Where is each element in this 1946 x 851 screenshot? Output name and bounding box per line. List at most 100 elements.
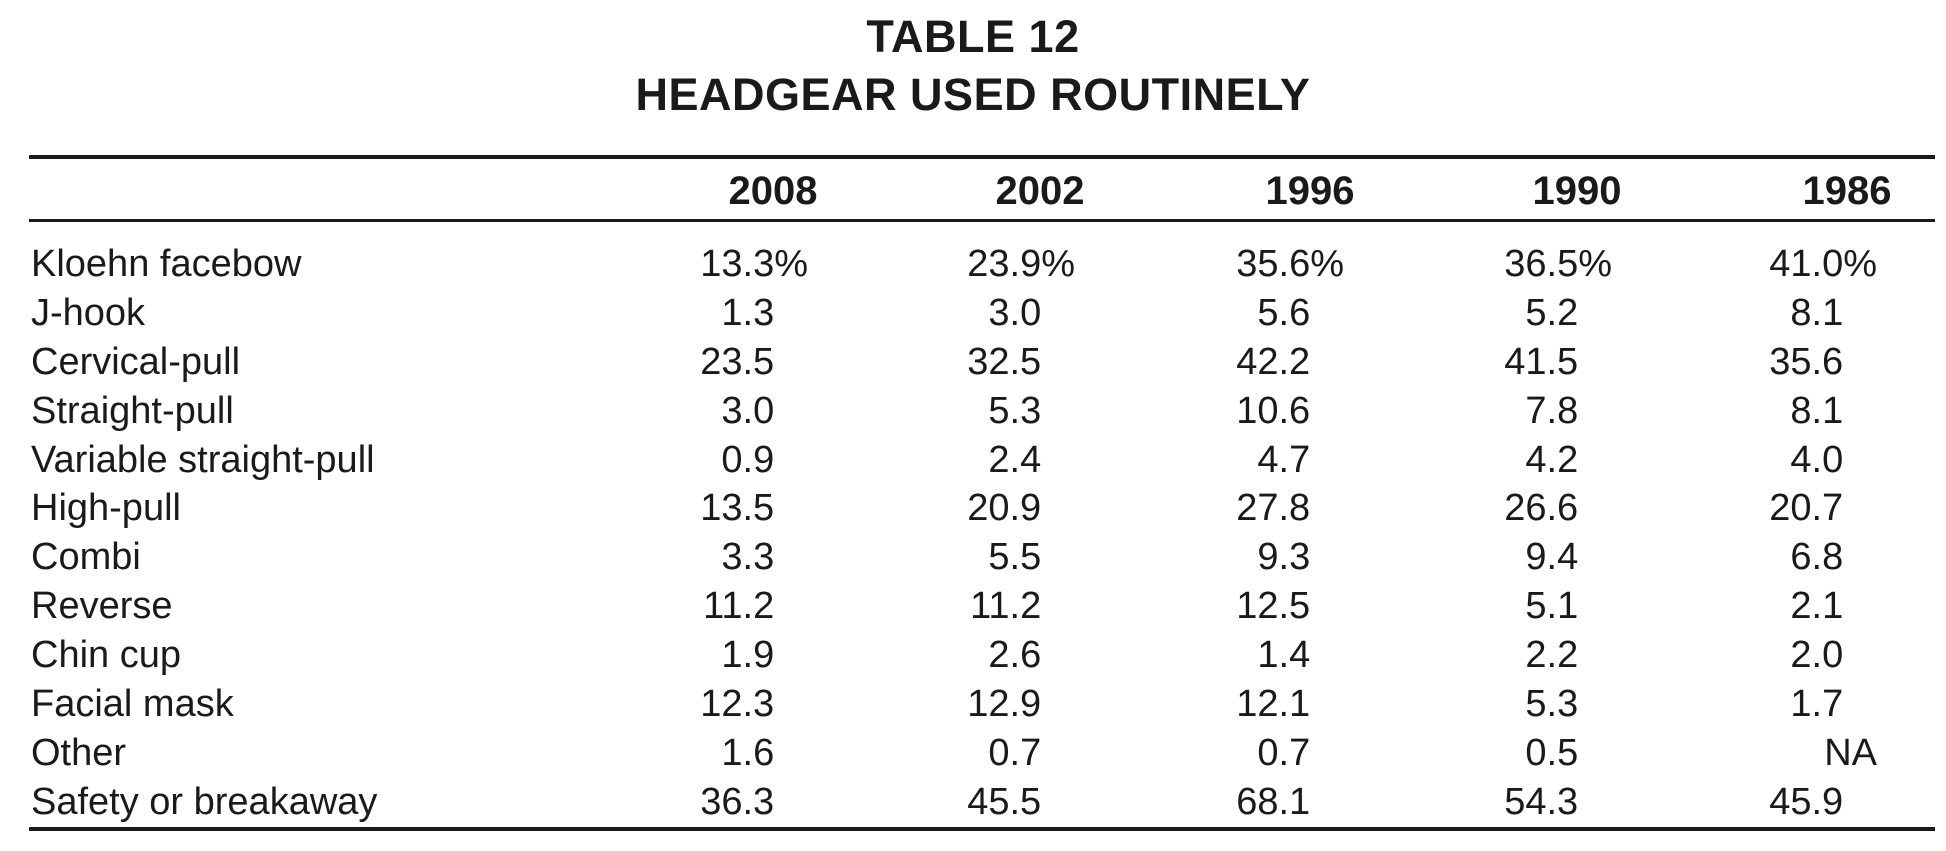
table-cell: 5.5% [988, 533, 1075, 581]
cell-value: 2.4 [988, 438, 1042, 481]
cell-value: 20.7 [1769, 487, 1844, 530]
table-cell: 3.0% [721, 387, 808, 435]
cell-value: 1.6 [721, 731, 775, 774]
cell-value: 5.3 [988, 389, 1042, 432]
table-cell: 6.8% [1790, 533, 1877, 581]
header-rule [29, 219, 1935, 222]
cell-value: 5.3 [1525, 683, 1579, 726]
table-cell: 4.2% [1525, 436, 1612, 484]
cell-value: 5.1 [1525, 585, 1579, 628]
table-cell: 1.3% [721, 289, 808, 337]
table-cell: 5.1% [1525, 582, 1612, 630]
row-label: High-pull [31, 487, 181, 530]
cell-value: 9.3 [1257, 536, 1311, 579]
cell-value: 8.1 [1790, 291, 1844, 334]
cell-value: 12.9 [967, 683, 1042, 726]
table-row: Facial mask 12.3% 12.9% 12.1% 5.3% 1.7% [0, 680, 1946, 729]
table-cell: 68.1% [1236, 778, 1344, 826]
top-rule [29, 155, 1935, 159]
table-row: Safety or breakaway 36.3% 45.5% 68.1% 54.3% 4… [0, 778, 1946, 827]
table-cell: 2.0% [1790, 631, 1877, 679]
cell-value: 41.0% [1769, 243, 1877, 285]
table-cell: 9.3% [1257, 533, 1344, 581]
cell-value: 4.2 [1525, 438, 1579, 481]
row-label: Straight-pull [31, 389, 234, 432]
cell-value: 2.2 [1525, 634, 1579, 677]
table-cell: 9.4% [1525, 533, 1612, 581]
cell-value: 7.8 [1525, 389, 1579, 432]
table-cell: 27.8% [1236, 484, 1344, 532]
table-row: J-hook 1.3% 3.0% 5.6% 5.2% 8.1% [0, 289, 1946, 338]
table-cell: 1.6% [721, 729, 808, 777]
column-header-2002: 2002 [995, 169, 1085, 213]
cell-value: 6.8 [1790, 536, 1844, 579]
cell-value: 23.5 [700, 340, 775, 383]
row-label: Kloehn facebow [31, 243, 302, 285]
table-cell: 35.6% [1236, 240, 1344, 288]
cell-value: 12.3 [700, 683, 775, 726]
table-cell: 54.3% [1504, 778, 1612, 826]
table-cell: NA [1824, 729, 1877, 777]
table-cell: 35.6% [1769, 338, 1877, 386]
column-header-row: 2008 2002 1996 1990 1986 [0, 166, 1946, 216]
table-cell: 0.9% [721, 436, 808, 484]
table-row: Straight-pull 3.0% 5.3% 10.6% 7.8% 8.1% [0, 387, 1946, 436]
row-label: Facial mask [31, 683, 234, 726]
table-cell: 32.5% [967, 338, 1075, 386]
row-label: Safety or breakaway [31, 780, 378, 823]
cell-value: 2.1 [1790, 585, 1844, 628]
row-label: Reverse [31, 585, 173, 628]
table-row: Variable straight-pull0.9%2.4%4.7%4.2%4.… [0, 436, 1946, 485]
table-cell: 13.3% [700, 240, 808, 288]
cell-value: 5.2 [1525, 291, 1579, 334]
column-header-2008: 2008 [728, 169, 818, 213]
cell-value: 4.0 [1790, 438, 1844, 481]
row-label: Other [31, 731, 127, 774]
table-row: Other 1.6% 0.7% 0.7% 0.5% NA [0, 729, 1946, 778]
table-cell: 12.1% [1236, 680, 1344, 728]
table-cell: 0.7% [988, 729, 1075, 777]
table-row: Chin cup 1.9% 2.6% 1.4% 2.2% 2.0% [0, 631, 1946, 680]
table-cell: 11.2% [970, 582, 1075, 630]
table-cell: 41.5% [1504, 338, 1612, 386]
cell-value: 23.9% [967, 243, 1075, 285]
cell-value: 5.5 [988, 536, 1042, 579]
table-row: High-pull 13.5% 20.9% 27.8% 26.6% 20.7% [0, 484, 1946, 533]
cell-value: 13.5 [700, 487, 775, 530]
cell-value: 2.0 [1790, 634, 1844, 677]
cell-value: 12.5 [1236, 585, 1311, 628]
table-cell: 2.2% [1525, 631, 1612, 679]
cell-value: 1.3 [721, 291, 775, 334]
cell-value: 45.9 [1769, 780, 1844, 823]
cell-value: 9.4 [1525, 536, 1579, 579]
table-number: TABLE 12 [866, 11, 1080, 62]
table-cell: 45.5% [967, 778, 1075, 826]
cell-value: 5.6 [1257, 291, 1311, 334]
table-cell: 5.2% [1525, 289, 1612, 337]
table-cell: 20.9% [967, 484, 1075, 532]
table-cell: 41.0% [1769, 240, 1877, 288]
table-cell: 8.1% [1790, 289, 1877, 337]
column-header-1986: 1986 [1802, 169, 1892, 213]
cell-value: 54.3 [1504, 780, 1579, 823]
table-cell: 2.1% [1790, 582, 1877, 630]
cell-value: 35.6% [1236, 243, 1344, 285]
table-cell: 23.5% [700, 338, 808, 386]
cell-value: 12.1 [1236, 683, 1311, 726]
cell-value: 3.3 [721, 536, 775, 579]
table-cell: 23.9% [967, 240, 1075, 288]
cell-value: 2.6 [988, 634, 1042, 677]
table-cell: 5.6% [1257, 289, 1344, 337]
cell-value: 27.8 [1236, 487, 1311, 530]
table-cell: 10.6% [1236, 387, 1344, 435]
cell-value: 42.2 [1236, 340, 1311, 383]
table-cell: 12.9% [967, 680, 1075, 728]
row-label: Variable straight-pull [31, 438, 375, 481]
table-caption: HEADGEAR USED ROUTINELY [635, 69, 1311, 120]
table-cell: 36.5% [1504, 240, 1612, 288]
cell-value: 3.0 [988, 291, 1042, 334]
cell-value: 20.9 [967, 487, 1042, 530]
table-cell: 36.3% [700, 778, 808, 826]
column-header-1990: 1990 [1532, 169, 1622, 213]
table-cell: 0.5% [1525, 729, 1612, 777]
